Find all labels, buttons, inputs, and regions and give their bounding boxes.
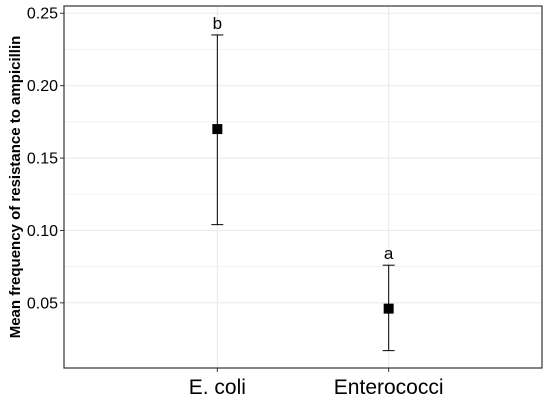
grid-lines (64, 6, 542, 368)
y-tick-label: 0.20 (27, 78, 58, 95)
plot-panel (63, 5, 543, 369)
significance-letter: a (384, 244, 394, 263)
data-marks: ba (211, 14, 395, 352)
y-tick-label: 0.25 (27, 6, 58, 23)
y-tick-label: 0.10 (27, 223, 58, 240)
y-tick-label: 0.15 (27, 151, 58, 168)
y-tick-label: 0.05 (27, 295, 58, 312)
mean-point (212, 124, 223, 135)
mean-point (383, 303, 394, 314)
panel-border (63, 5, 543, 369)
y-axis: 0.05 0.10 0.15 0.20 0.25 (27, 6, 64, 312)
x-axis: E. coli Enterococci (189, 368, 444, 399)
x-tick-label: E. coli (189, 376, 246, 399)
x-tick-label: Enterococci (334, 376, 444, 399)
significance-letter: b (213, 14, 222, 33)
y-axis-label: Mean frequency of resistance to ampicill… (7, 36, 24, 339)
